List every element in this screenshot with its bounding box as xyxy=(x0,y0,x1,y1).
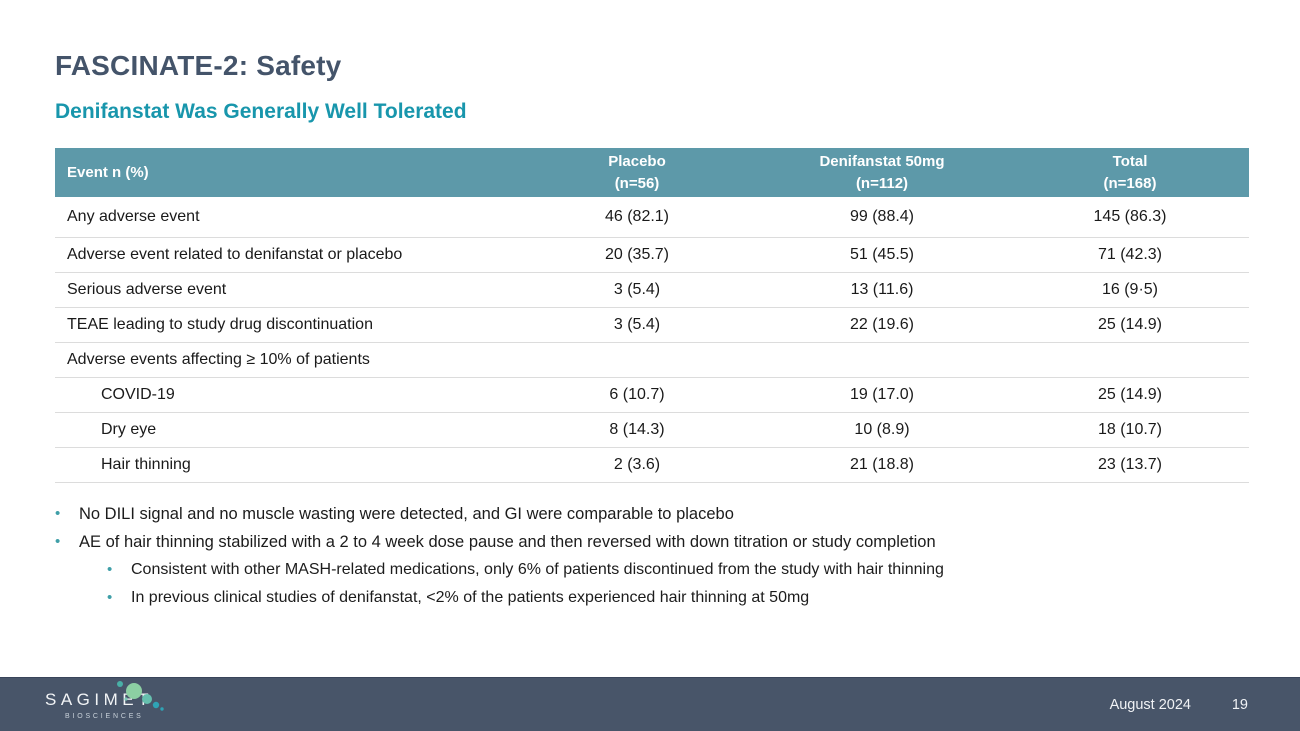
bullet-text: In previous clinical studies of denifans… xyxy=(131,589,810,606)
bullet-item: • AE of hair thinning stabilized with a … xyxy=(55,528,1245,556)
footer-date: August 2024 xyxy=(1109,697,1191,713)
column-header-event: Event n (%) xyxy=(55,148,521,197)
table-row: COVID-19 6 (10.7) 19 (17.0) 25 (14.9) xyxy=(55,377,1249,413)
table-row: Adverse event related to denifanstat or … xyxy=(55,237,1249,273)
column-header-line1: Placebo xyxy=(608,152,666,170)
column-header-line2: (n=56) xyxy=(614,174,660,192)
denifanstat-cell xyxy=(753,342,1011,378)
table-header-row: Event n (%) Placebo (n=56) Denifanstat 5… xyxy=(55,148,1249,197)
denifanstat-cell: 21 (18.8) xyxy=(753,447,1011,483)
column-header-total: Total (n=168) xyxy=(1011,148,1249,197)
denifanstat-cell: 99 (88.4) xyxy=(753,197,1011,238)
placebo-cell: 2 (3.6) xyxy=(521,447,753,483)
event-cell: TEAE leading to study drug discontinuati… xyxy=(55,307,521,343)
page-number: 19 xyxy=(1231,697,1248,713)
logo-tagline: BIOSCIENCES xyxy=(65,713,144,720)
sagimet-logo: SAGIMET BIOSCIENCES xyxy=(45,690,153,720)
table-section-row: Adverse events affecting ≥ 10% of patien… xyxy=(55,342,1249,378)
total-cell: 25 (14.9) xyxy=(1011,377,1249,413)
placebo-cell: 6 (10.7) xyxy=(521,377,753,413)
event-cell: Hair thinning xyxy=(55,447,521,483)
column-header-line1: Total xyxy=(1112,152,1148,170)
denifanstat-cell: 51 (45.5) xyxy=(753,237,1011,273)
logo-dots-icon xyxy=(117,681,164,711)
bullet-sub-item: • In previous clinical studies of denifa… xyxy=(107,584,1245,612)
page-title: FASCINATE-2: Safety xyxy=(55,50,342,81)
bullet-text: No DILI signal and no muscle wasting wer… xyxy=(79,504,734,523)
total-cell: 145 (86.3) xyxy=(1011,197,1249,238)
safety-table: Event n (%) Placebo (n=56) Denifanstat 5… xyxy=(55,148,1249,483)
placebo-cell: 3 (5.4) xyxy=(521,272,753,308)
column-header-line2: (n=168) xyxy=(1103,174,1157,192)
bullet-icon: • xyxy=(107,561,113,578)
bullet-icon: • xyxy=(107,589,113,606)
bullet-text: Consistent with other MASH-related medic… xyxy=(131,561,944,578)
placebo-cell: 20 (35.7) xyxy=(521,237,753,273)
total-cell: 18 (10.7) xyxy=(1011,412,1249,448)
column-header-denifanstat: Denifanstat 50mg (n=112) xyxy=(753,148,1011,197)
event-cell: Adverse events affecting ≥ 10% of patien… xyxy=(55,342,521,378)
column-header-line1: Denifanstat 50mg xyxy=(819,152,945,170)
column-header-line2: (n=112) xyxy=(855,174,909,192)
event-cell: Adverse event related to denifanstat or … xyxy=(55,237,521,273)
event-cell: Any adverse event xyxy=(55,197,521,238)
event-cell: COVID-19 xyxy=(55,377,521,413)
placebo-cell: 46 (82.1) xyxy=(521,197,753,238)
bullet-sub-item: • Consistent with other MASH-related med… xyxy=(107,556,1245,584)
table-row: TEAE leading to study drug discontinuati… xyxy=(55,307,1249,343)
denifanstat-cell: 13 (11.6) xyxy=(753,272,1011,308)
bullet-text: AE of hair thinning stabilized with a 2 … xyxy=(79,532,936,551)
table-row: Dry eye 8 (14.3) 10 (8.9) 18 (10.7) xyxy=(55,412,1249,448)
denifanstat-cell: 10 (8.9) xyxy=(753,412,1011,448)
page-subtitle: Denifanstat Was Generally Well Tolerated xyxy=(55,100,467,123)
total-cell: 25 (14.9) xyxy=(1011,307,1249,343)
event-cell: Dry eye xyxy=(55,412,521,448)
bullet-icon: • xyxy=(55,533,61,550)
bullet-list: • No DILI signal and no muscle wasting w… xyxy=(55,500,1245,612)
placebo-cell: 3 (5.4) xyxy=(521,307,753,343)
table-row: Serious adverse event 3 (5.4) 13 (11.6) … xyxy=(55,272,1249,308)
event-cell: Serious adverse event xyxy=(55,272,521,308)
placebo-cell: 8 (14.3) xyxy=(521,412,753,448)
bullet-item: • No DILI signal and no muscle wasting w… xyxy=(55,500,1245,528)
bullet-icon: • xyxy=(55,505,61,522)
column-header-placebo: Placebo (n=56) xyxy=(521,148,753,197)
total-cell: 71 (42.3) xyxy=(1011,237,1249,273)
placebo-cell xyxy=(521,342,753,378)
footer-bar: SAGIMET BIOSCIENCES August 2024 19 xyxy=(0,677,1300,731)
total-cell xyxy=(1011,342,1249,378)
table-row: Hair thinning 2 (3.6) 21 (18.8) 23 (13.7… xyxy=(55,447,1249,483)
denifanstat-cell: 22 (19.6) xyxy=(753,307,1011,343)
total-cell: 16 (9·5) xyxy=(1011,272,1249,308)
table-row: Any adverse event 46 (82.1) 99 (88.4) 14… xyxy=(55,197,1249,238)
total-cell: 23 (13.7) xyxy=(1011,447,1249,483)
denifanstat-cell: 19 (17.0) xyxy=(753,377,1011,413)
logo-wordmark: SAGIMET xyxy=(45,690,154,709)
